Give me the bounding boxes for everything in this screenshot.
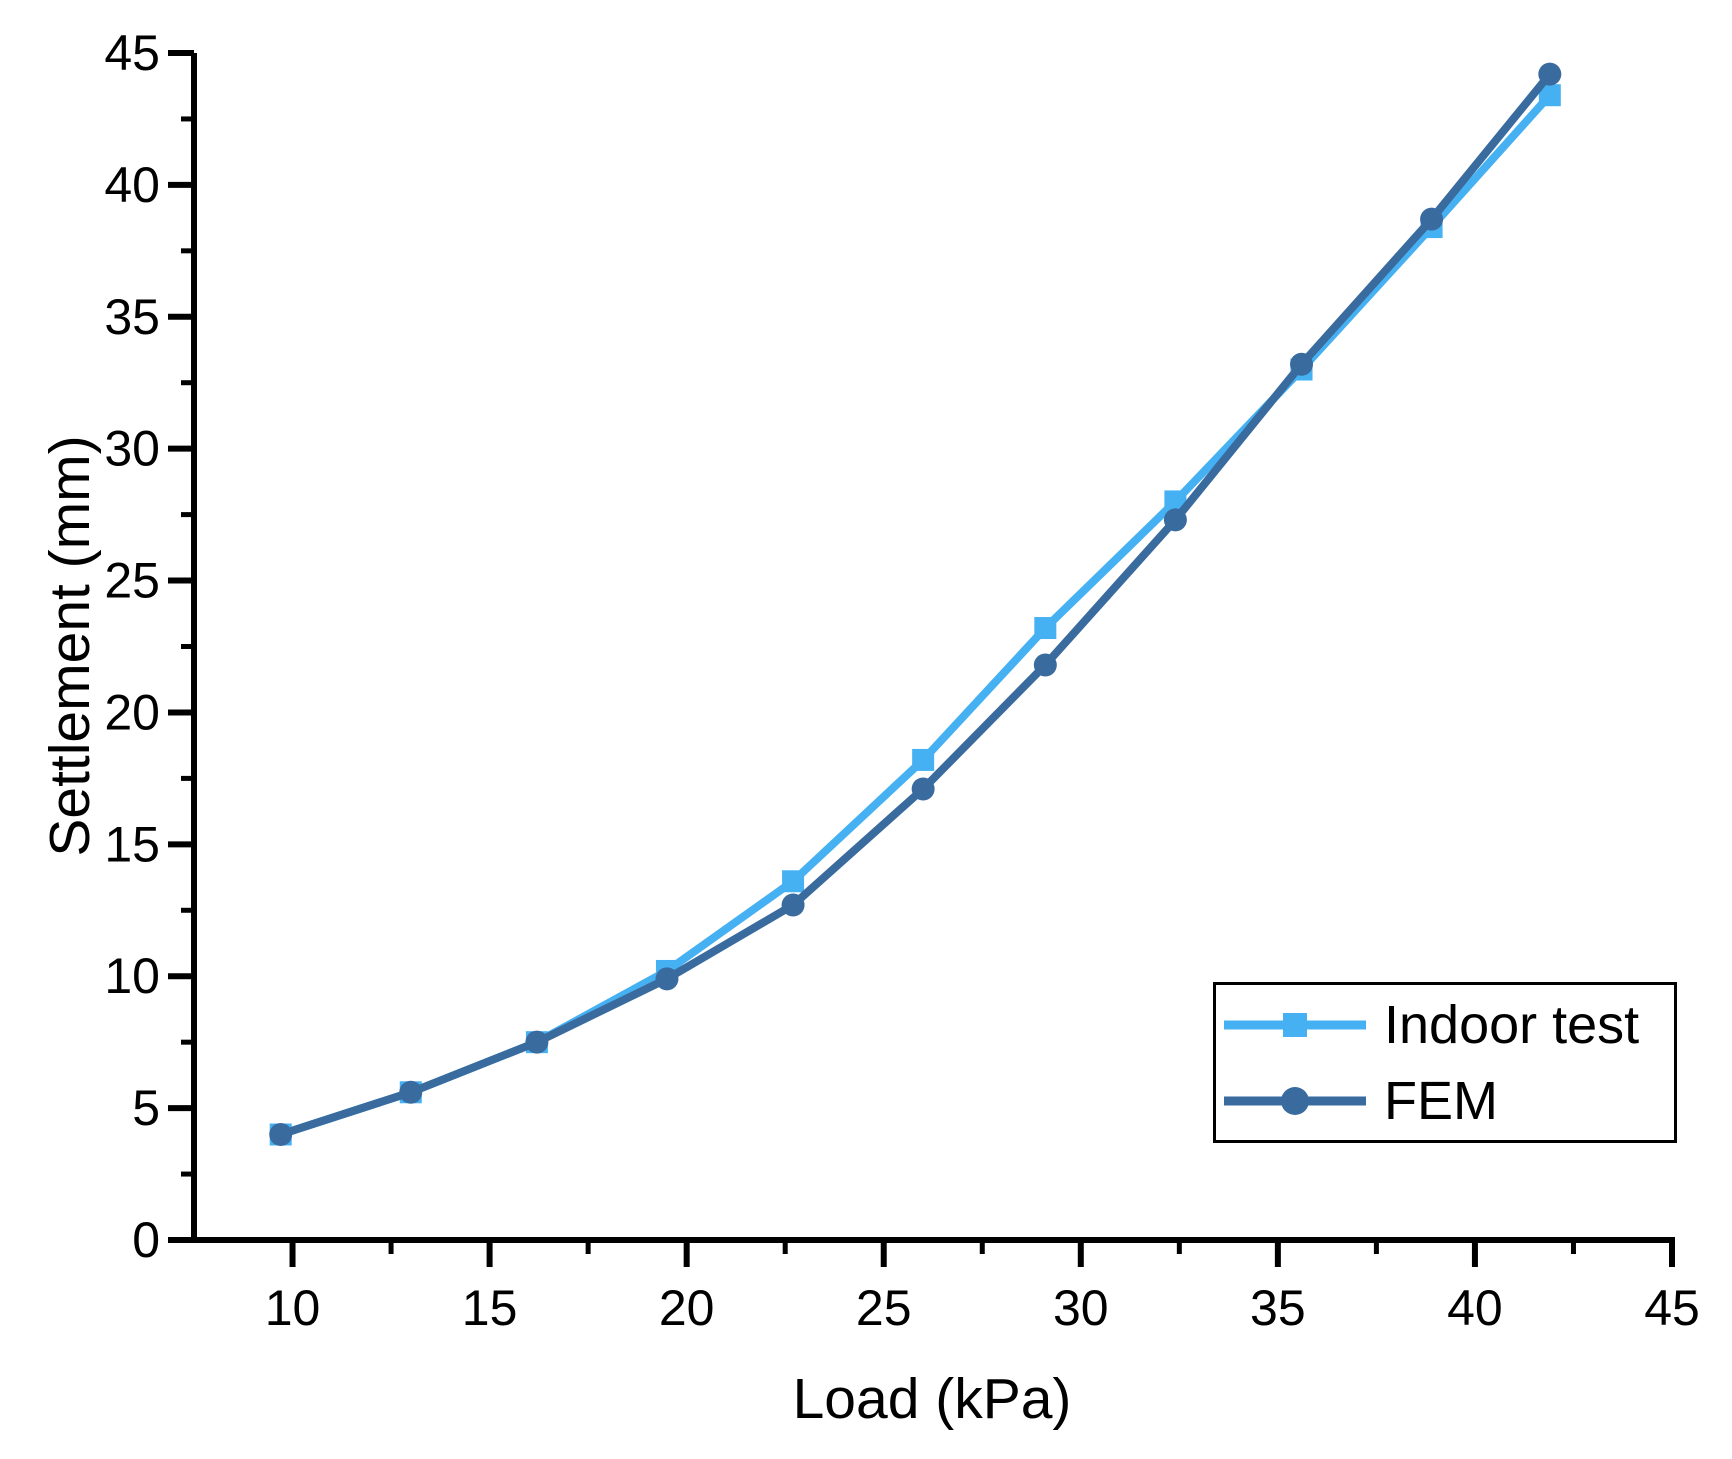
data-point-marker (1163, 508, 1187, 532)
x-tick-label: 35 (1250, 1280, 1306, 1336)
y-tick-label: 25 (104, 553, 160, 609)
data-point-marker (1034, 617, 1057, 640)
y-tick-label: 10 (104, 948, 160, 1004)
axes: 10 15 20 25 30 35 40 45 0 5 10 15 20 25 30 35 40 45 (104, 25, 1699, 1336)
legend: Indoor test FEM (1213, 982, 1677, 1143)
data-point-marker (911, 777, 935, 801)
y-axis-title: Settlement (mm) (38, 435, 102, 857)
legend-label-fem: FEM (1384, 1070, 1498, 1131)
y-tick-label: 40 (104, 157, 160, 213)
series-fem (269, 62, 1562, 1146)
fem-line-swatch (1224, 1086, 1366, 1115)
y-tick-label: 45 (104, 25, 160, 81)
x-tick-label: 10 (265, 1280, 321, 1336)
y-tick-label: 5 (132, 1080, 160, 1136)
y-tick-label: 35 (104, 289, 160, 345)
y-tick-label: 15 (104, 816, 160, 872)
data-line (276, 70, 1554, 1139)
legend-item-fem: FEM (1220, 1063, 1674, 1139)
data-point-marker (1538, 84, 1561, 107)
legend-sample-square-marker (1283, 1012, 1307, 1037)
x-tick-label: 45 (1644, 1280, 1700, 1336)
data-point-marker (1420, 207, 1444, 231)
data-line (276, 91, 1554, 1139)
data-point-marker (912, 748, 935, 771)
y-tick-label: 0 (132, 1212, 160, 1268)
x-tick-label: 25 (856, 1280, 912, 1336)
x-tick-label: 30 (1053, 1280, 1109, 1336)
x-tick-label: 15 (462, 1280, 518, 1336)
x-axis-title: Load (kPa) (792, 1367, 1072, 1431)
data-point-marker (782, 870, 805, 893)
legend-item-indoor-test: Indoor test (1220, 987, 1674, 1063)
legend-label-indoor-test: Indoor test (1384, 994, 1640, 1055)
y-tick-label: 30 (104, 421, 160, 477)
legend-sample-circle-marker (1281, 1086, 1309, 1115)
data-point-marker (399, 1080, 423, 1104)
data-point-marker (525, 1030, 549, 1054)
x-tick-label: 40 (1447, 1280, 1503, 1336)
x-tick-label: 20 (659, 1280, 715, 1336)
data-point-marker (1290, 352, 1314, 376)
indoor-test-line-swatch (1224, 1012, 1366, 1037)
data-point-marker (269, 1122, 293, 1146)
data-point-marker (655, 967, 679, 991)
data-point-marker (1033, 653, 1057, 677)
y-tick-label: 20 (104, 684, 160, 740)
data-point-marker (1538, 62, 1562, 86)
data-point-marker (781, 893, 805, 917)
